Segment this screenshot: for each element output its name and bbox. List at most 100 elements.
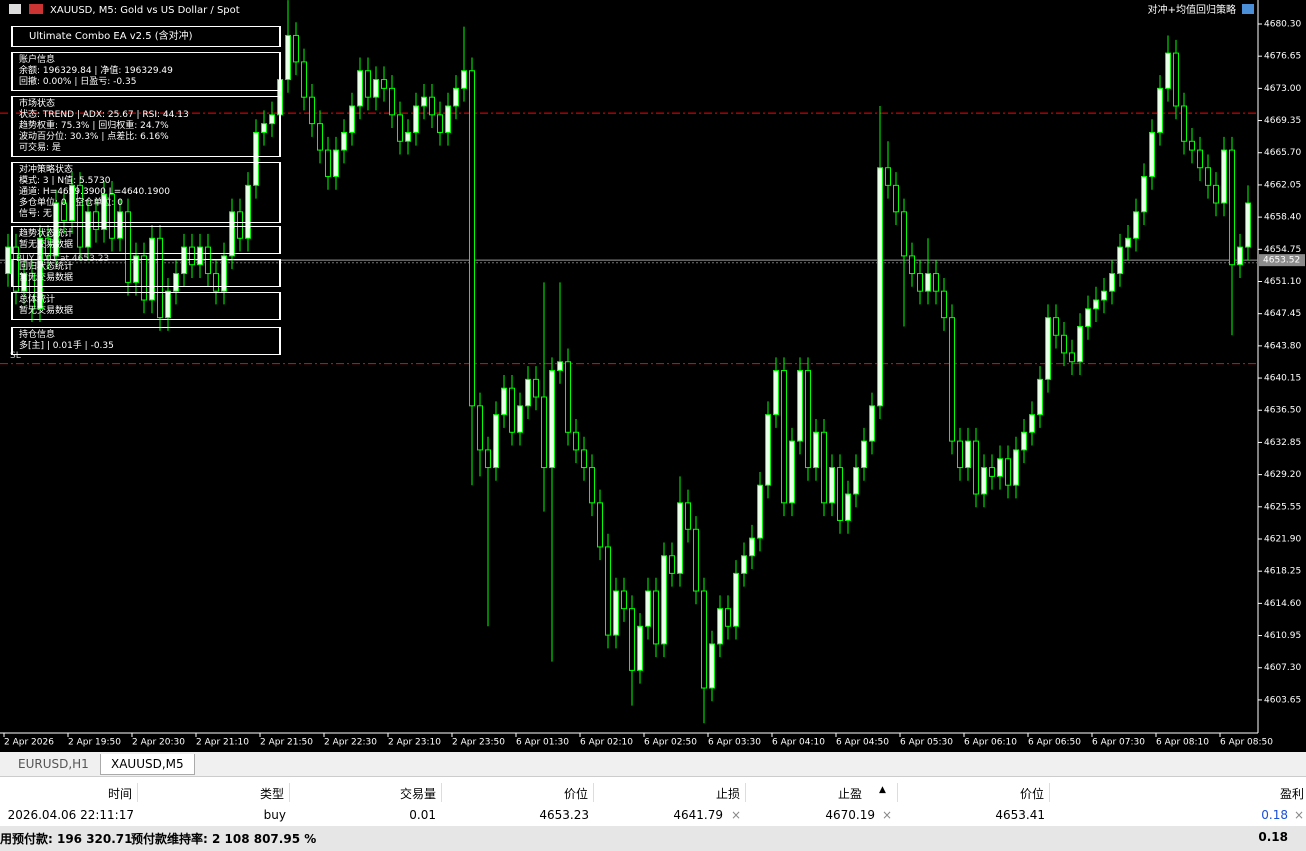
group-heading: 账户信息 (19, 55, 56, 65)
candle-body (213, 273, 219, 292)
candle-body (461, 70, 467, 89)
candle-body (613, 590, 619, 636)
candle-body (661, 555, 667, 645)
x-tick-label: 6 Apr 04:50 (836, 738, 889, 748)
y-tick-label: 4658.40 (1264, 213, 1301, 223)
group-heading: 持仓信息 (19, 330, 56, 340)
candle-body (797, 370, 803, 442)
panel-group: 回归状态统计 暂无交易数据 (11, 259, 281, 287)
candle-body (637, 625, 643, 671)
table-cell: 4670.19 (825, 808, 875, 822)
candle-body (741, 555, 747, 574)
candle-body (253, 131, 259, 186)
y-tick-label: 4629.20 (1264, 470, 1301, 480)
candle-body (973, 440, 979, 495)
column-header[interactable]: 止损 (715, 787, 740, 801)
column-header[interactable]: 时间 (107, 787, 132, 801)
close-icon[interactable]: × (731, 808, 742, 822)
x-tick-label: 2 Apr 23:10 (388, 738, 441, 748)
candle-body (45, 237, 51, 257)
chart-tab[interactable]: EURUSD,H1 (18, 757, 89, 771)
candle-body (717, 608, 723, 645)
candle-body (565, 361, 571, 433)
bid-label-box (1259, 254, 1305, 267)
trade-table: 时间 类型 交易量 价位 止损 止盈 价位 盈利 ▲ 2026.04.06 22:11:17 buy… (0, 780, 1306, 826)
table-cell: 4653.41 (995, 808, 1045, 822)
candle-body (29, 273, 35, 310)
candle-body (1173, 52, 1179, 107)
candle-body (701, 590, 707, 689)
candle-body (509, 387, 515, 433)
x-tick-label: 6 Apr 08:10 (1156, 738, 1209, 748)
candle-body (533, 378, 539, 398)
close-icon[interactable]: × (882, 808, 893, 822)
candle-body (109, 193, 115, 239)
table-cell: 2026.04.06 22:11:17 (7, 808, 134, 822)
column-header[interactable]: 交易量 (399, 787, 436, 801)
group-line: 暂无交易数据 (19, 273, 74, 283)
x-tick-label: 2 Apr 21:50 (260, 738, 313, 748)
column-header[interactable]: 价位 (563, 787, 588, 801)
sl-label: SL (10, 351, 21, 361)
y-tick-label: 4662.05 (1264, 180, 1301, 190)
group-line: 信号: 无 (19, 209, 52, 219)
x-tick-label: 6 Apr 02:10 (580, 738, 633, 748)
column-header[interactable]: 止盈 (837, 787, 862, 801)
candle-body (589, 467, 595, 504)
chart-tab[interactable]: XAUUSD,M5 (100, 754, 195, 775)
x-tick-label: 6 Apr 03:30 (708, 738, 761, 748)
panel-group: 趋势状态统计 暂无交易数据 (11, 226, 281, 254)
column-header[interactable]: 类型 (259, 787, 284, 801)
candle-body (429, 96, 435, 116)
candle-body (557, 361, 563, 372)
column-header[interactable]: 价位 (1019, 787, 1044, 801)
candle-body (141, 255, 147, 301)
candle-body (317, 123, 323, 151)
total-profit: 0.18 (1258, 830, 1288, 844)
candle-body (453, 87, 459, 107)
group-line: 暂无交易数据 (19, 240, 74, 250)
candle-body (437, 114, 443, 133)
candle-body (845, 493, 851, 521)
candle-body (413, 105, 419, 133)
y-tick-label: 4621.90 (1264, 534, 1301, 544)
column-header[interactable]: 盈利 (1279, 787, 1304, 801)
group-line: 趋势权重: 75.3% | 回归权重: 24.7% (19, 121, 169, 131)
bid-label: 4653.52 (1263, 256, 1300, 266)
candle-body (389, 87, 395, 116)
panel-title: Ultimate Combo EA v2.5 (含对冲) (29, 31, 193, 42)
window-title: XAUUSD, M5: Gold vs US Dollar / Spot (50, 5, 240, 16)
candle-body (53, 202, 59, 257)
candle-body (653, 590, 659, 645)
candle-body (301, 61, 307, 98)
sort-arrow: ▲ (879, 785, 886, 795)
candle-body (85, 211, 91, 248)
menu-icon[interactable] (9, 4, 21, 14)
candle-body (965, 440, 971, 469)
group-line: 波动百分位: 30.3% | 点差比: 6.16% (19, 132, 169, 142)
group-heading: 对冲策略状态 (19, 165, 74, 175)
close-icon[interactable]: × (1294, 808, 1305, 822)
candle-body (597, 502, 603, 548)
candle-body (125, 211, 131, 283)
candle-body (901, 211, 907, 257)
x-tick-label: 6 Apr 02:50 (644, 738, 697, 748)
column-separator (137, 783, 138, 802)
candle-body (397, 114, 403, 142)
candle-body (805, 370, 811, 469)
candle-body (269, 114, 275, 125)
candle-body (237, 211, 243, 239)
candle-body (549, 370, 555, 469)
y-tick-label: 4632.85 (1264, 438, 1301, 448)
candle-body (117, 211, 123, 239)
candle-body (469, 70, 475, 407)
candle-body (893, 184, 899, 213)
margin-level: 预付款维持率: 2 108 807.95 % (131, 832, 317, 846)
panel-group: 持仓信息 多[主] | 0.01手 | -0.35 (11, 327, 281, 355)
candle-body (925, 273, 931, 292)
candle-body (693, 528, 699, 592)
candle-body (1053, 317, 1059, 336)
candle-body (621, 590, 627, 610)
candle-body (493, 414, 499, 469)
candle-body (5, 246, 11, 275)
